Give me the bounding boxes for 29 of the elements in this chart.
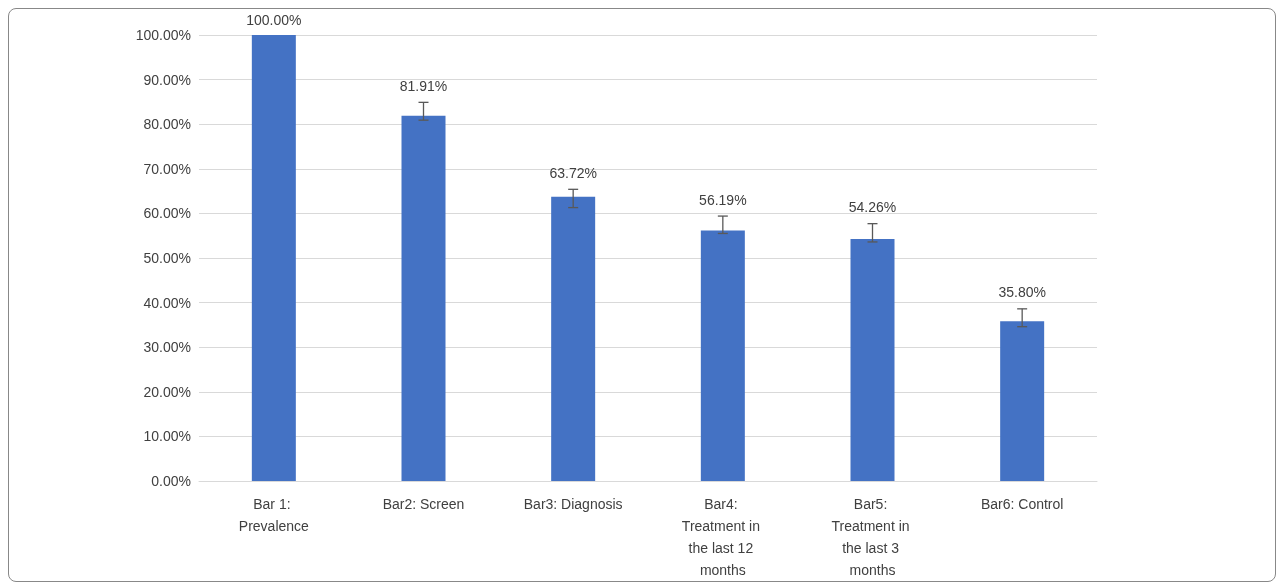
y-tick-label: 50.00% xyxy=(143,250,191,266)
y-tick-label: 90.00% xyxy=(143,71,191,88)
y-tick-label: 0.00% xyxy=(151,473,191,489)
data-label: 63.72% xyxy=(549,165,597,182)
y-tick-label: 70.00% xyxy=(143,160,191,177)
x-tick-label: Bar6: Control xyxy=(980,496,1064,512)
x-tick-label: Bar2: Screen xyxy=(382,496,465,512)
data-label: 100.00% xyxy=(246,12,302,28)
y-tick-label: 10.00% xyxy=(143,428,191,445)
bar xyxy=(251,35,296,481)
x-tick-label: Bar3: Diagnosis xyxy=(523,496,623,512)
data-label: 56.19% xyxy=(699,191,747,208)
data-label: 35.80% xyxy=(998,284,1046,301)
x-tick-label: Bar5: Treatment in the last 3 months xyxy=(831,496,914,578)
data-label: 54.26% xyxy=(848,198,897,215)
y-tick-label: 40.00% xyxy=(143,294,191,311)
bar xyxy=(551,196,596,481)
x-tick-label: Bar4: Treatment in the last 12 months xyxy=(681,496,764,578)
data-label: 81.91% xyxy=(399,77,448,94)
bar xyxy=(700,230,745,481)
bar xyxy=(401,115,446,481)
y-tick-label: 60.00% xyxy=(143,205,191,222)
y-tick-label: 20.00% xyxy=(143,383,191,400)
bar xyxy=(850,239,895,481)
y-tick-label: 100.00% xyxy=(135,27,191,43)
bar xyxy=(1000,321,1045,481)
y-tick-label: 80.00% xyxy=(143,116,191,133)
y-tick-label: 30.00% xyxy=(143,339,191,356)
x-tick-label: Bar 1: Prevalence xyxy=(238,496,310,534)
